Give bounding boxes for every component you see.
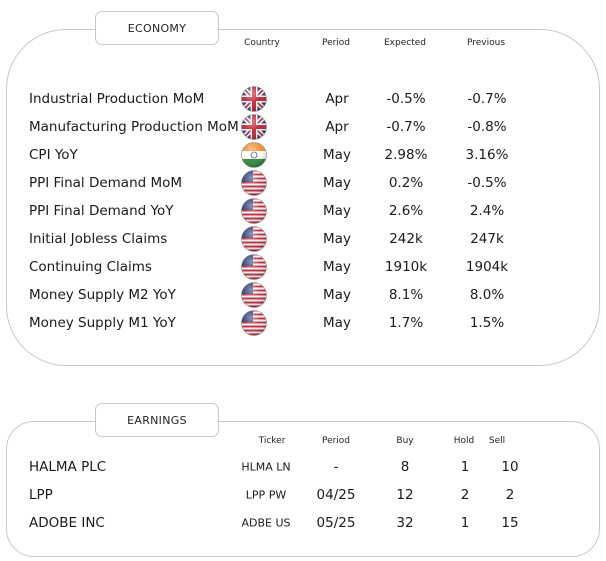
period-value: May — [323, 147, 351, 163]
period-value: Apr — [325, 91, 349, 107]
hold-value: 2 — [460, 487, 470, 503]
earnings-tab[interactable]: EARNINGS — [95, 403, 219, 437]
sell-value: 10 — [501, 459, 519, 475]
previous-value: 8.0% — [469, 287, 505, 303]
period-value: Apr — [325, 119, 349, 135]
period-value: May — [323, 203, 351, 219]
expected-value: -0.5% — [386, 91, 426, 107]
header-previous: Previous — [466, 38, 506, 48]
expected-value: 1910k — [384, 259, 428, 275]
previous-value: 2.4% — [469, 203, 505, 219]
company-name: ADOBE INC — [29, 515, 105, 531]
earnings-panel — [6, 421, 600, 557]
us-flag-icon — [241, 310, 267, 336]
india-flag-icon — [241, 142, 267, 168]
period-value: May — [323, 175, 351, 191]
indicator-name: PPI Final Demand MoM — [29, 175, 183, 191]
header-sell: Sell — [488, 436, 506, 446]
period-value: May — [323, 287, 351, 303]
earnings-period-value: - — [333, 459, 339, 475]
period-value: May — [323, 315, 351, 331]
uk-flag-icon — [241, 86, 267, 112]
expected-value: 2.6% — [388, 203, 424, 219]
expected-value: -0.7% — [386, 119, 426, 135]
indicator-name: Initial Jobless Claims — [29, 231, 168, 247]
us-flag-icon — [241, 226, 267, 252]
indicator-name: Money Supply M1 YoY — [29, 315, 176, 331]
ticker-value: ADBE US — [241, 516, 291, 530]
ticker-value: HLMA LN — [241, 460, 291, 474]
us-flag-icon — [241, 170, 267, 196]
period-value: May — [323, 231, 351, 247]
us-flag-icon — [241, 254, 267, 280]
previous-value: 1.5% — [469, 315, 505, 331]
buy-value: 8 — [400, 459, 410, 475]
sell-value: 2 — [505, 487, 515, 503]
expected-value: 242k — [389, 231, 423, 247]
header-ticker: Ticker — [258, 436, 286, 446]
indicator-name: Manufacturing Production MoM — [29, 119, 239, 135]
economy-tab-label: ECONOMY — [127, 21, 187, 35]
us-flag-icon — [241, 282, 267, 308]
header-buy: Buy — [396, 436, 414, 446]
buy-value: 32 — [396, 515, 414, 531]
ticker-value: LPP PW — [245, 488, 287, 502]
indicator-name: CPI YoY — [29, 147, 78, 163]
header-expected: Expected — [384, 38, 426, 48]
earnings-period-value: 05/25 — [316, 515, 356, 531]
earnings-period-value: 04/25 — [316, 487, 356, 503]
indicator-name: Continuing Claims — [29, 259, 152, 275]
header-period: Period — [321, 38, 351, 48]
indicator-name: Money Supply M2 YoY — [29, 287, 176, 303]
previous-value: -0.7% — [467, 91, 507, 107]
header-earnings-period: Period — [321, 436, 351, 446]
us-flag-icon — [241, 198, 267, 224]
economy-tab[interactable]: ECONOMY — [95, 11, 219, 45]
previous-value: -0.8% — [467, 119, 507, 135]
previous-value: -0.5% — [467, 175, 507, 191]
expected-value: 8.1% — [388, 287, 424, 303]
uk-flag-icon — [241, 114, 267, 140]
expected-value: 0.2% — [388, 175, 424, 191]
indicator-name: PPI Final Demand YoY — [29, 203, 174, 219]
sell-value: 15 — [501, 515, 519, 531]
header-hold: Hold — [453, 436, 475, 446]
previous-value: 247k — [470, 231, 504, 247]
expected-value: 2.98% — [384, 147, 428, 163]
previous-value: 3.16% — [465, 147, 509, 163]
hold-value: 1 — [460, 459, 470, 475]
period-value: May — [323, 259, 351, 275]
hold-value: 1 — [460, 515, 470, 531]
company-name: LPP — [29, 487, 53, 503]
economy-panel — [6, 29, 600, 366]
expected-value: 1.7% — [388, 315, 424, 331]
earnings-tab-label: EARNINGS — [127, 413, 187, 427]
indicator-name: Industrial Production MoM — [29, 91, 205, 107]
previous-value: 1904k — [465, 259, 509, 275]
buy-value: 12 — [396, 487, 414, 503]
header-country: Country — [244, 38, 280, 48]
company-name: HALMA PLC — [29, 459, 107, 475]
